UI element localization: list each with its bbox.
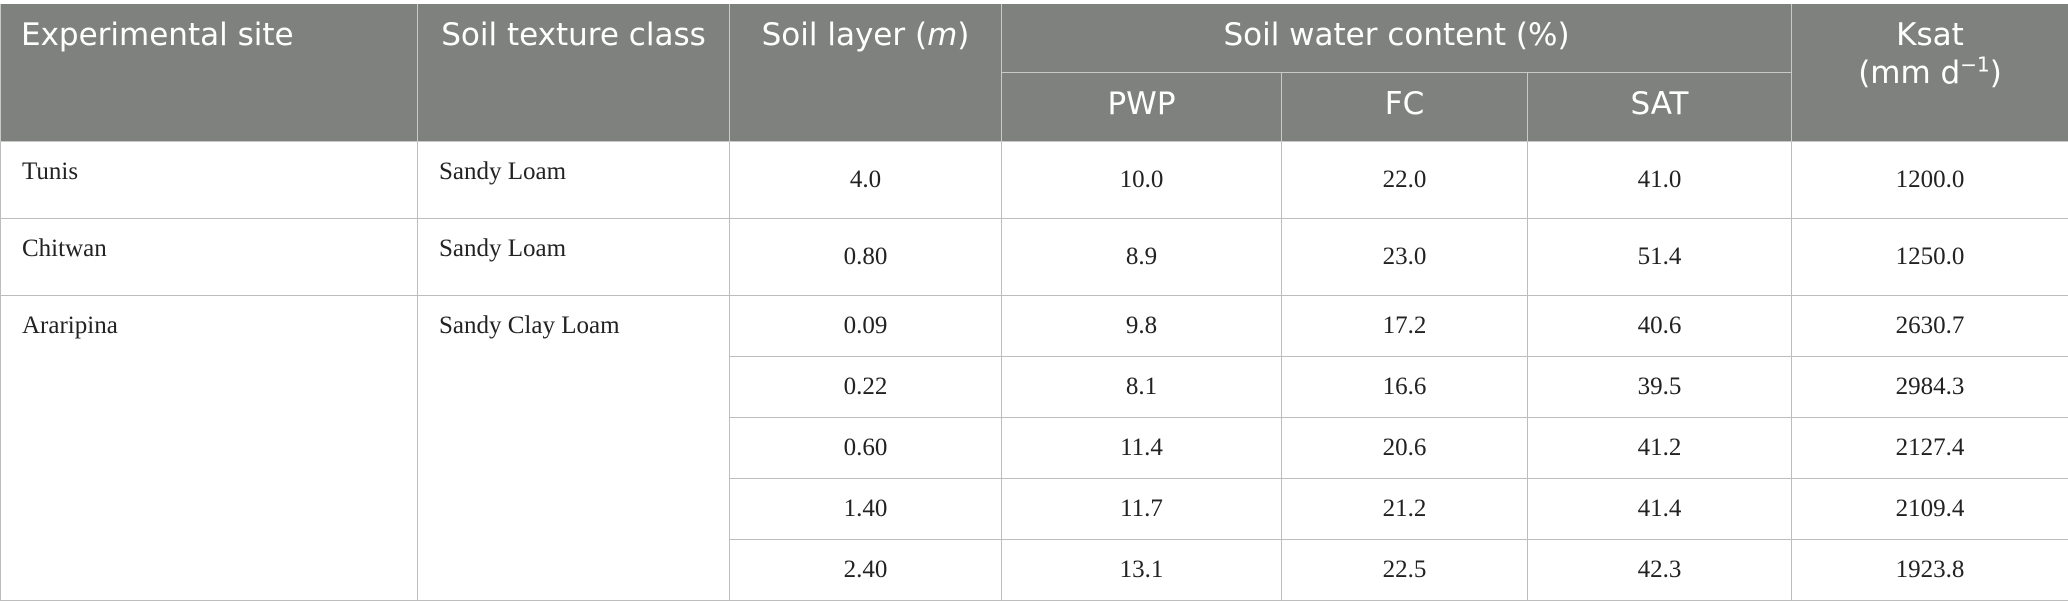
table-cell: 20.6 (1282, 418, 1528, 479)
table-cell: 40.6 (1528, 296, 1792, 357)
table-cell: 22.0 (1282, 142, 1528, 219)
table-header: Experimental site Soil texture class Soi… (1, 4, 2068, 142)
table-cell: 22.5 (1282, 540, 1528, 601)
table-cell: 2109.4 (1792, 479, 2068, 540)
header-cell: Soil texture class (418, 4, 730, 142)
header-cell: FC (1282, 73, 1528, 142)
table-cell: 4.0 (730, 142, 1002, 219)
header-cell: PWP (1002, 73, 1282, 142)
table-cell: 0.60 (730, 418, 1002, 479)
data-table: Experimental site Soil texture class Soi… (0, 4, 2068, 601)
table-cell: 42.3 (1528, 540, 1792, 601)
header-text: Ksat (1896, 17, 1964, 53)
table-cell: 41.0 (1528, 142, 1792, 219)
table-cell: 2630.7 (1792, 296, 2068, 357)
table-cell: 11.7 (1002, 479, 1282, 540)
table-cell: 17.2 (1282, 296, 1528, 357)
table-cell: 21.2 (1282, 479, 1528, 540)
table-cell: 2984.3 (1792, 357, 2068, 418)
header-cell: Ksat(mm d−1) (1792, 4, 2068, 142)
table-cell: Araripina (1, 296, 418, 601)
table-cell: 10.0 (1002, 142, 1282, 219)
header-row: Experimental site Soil texture class Soi… (1, 4, 2068, 73)
header-cell: Soil layer (m) (730, 4, 1002, 142)
table-cell: Sandy Loam (418, 142, 730, 219)
header-unit: m (927, 17, 957, 53)
table-cell: 41.2 (1528, 418, 1792, 479)
header-cell: Soil water content (%) (1002, 4, 1792, 73)
table-cell: Tunis (1, 142, 418, 219)
header-exponent: −1 (1960, 53, 1989, 77)
table-cell: 1250.0 (1792, 219, 2068, 296)
header-text: ) (957, 17, 969, 53)
header-text: (mm d (1858, 55, 1960, 91)
table-cell: 0.22 (730, 357, 1002, 418)
table-cell: 39.5 (1528, 357, 1792, 418)
table-cell: Chitwan (1, 219, 418, 296)
table-cell: Sandy Loam (418, 219, 730, 296)
page: Experimental site Soil texture class Soi… (0, 0, 2068, 586)
table-cell: 1923.8 (1792, 540, 2068, 601)
table-cell: 13.1 (1002, 540, 1282, 601)
header-text: Soil layer ( (762, 17, 927, 53)
table-cell: 2127.4 (1792, 418, 2068, 479)
table-cell: 51.4 (1528, 219, 1792, 296)
table-cell: 8.9 (1002, 219, 1282, 296)
table-cell: 1200.0 (1792, 142, 2068, 219)
table-cell: 41.4 (1528, 479, 1792, 540)
table-cell: 2.40 (730, 540, 1002, 601)
header-cell: SAT (1528, 73, 1792, 142)
table-cell: 8.1 (1002, 357, 1282, 418)
table-cell: 0.09 (730, 296, 1002, 357)
table-cell: 0.80 (730, 219, 1002, 296)
header-text: ) (1990, 55, 2002, 91)
table-cell: 23.0 (1282, 219, 1528, 296)
header-cell: Experimental site (1, 4, 418, 142)
table-cell: 9.8 (1002, 296, 1282, 357)
table-cell: Sandy Clay Loam (418, 296, 730, 601)
table-cell: 1.40 (730, 479, 1002, 540)
table-cell: 16.6 (1282, 357, 1528, 418)
table-cell: 11.4 (1002, 418, 1282, 479)
